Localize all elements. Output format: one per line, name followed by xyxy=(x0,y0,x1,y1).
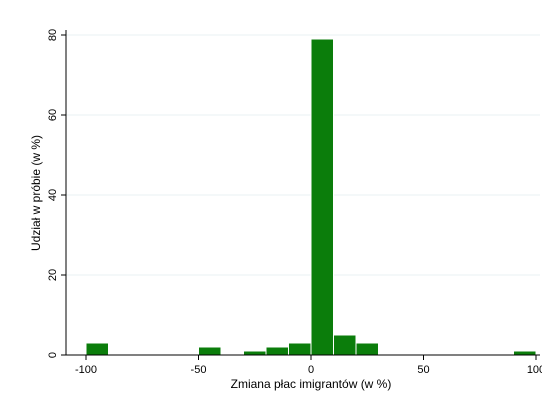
y-tick-label: 0 xyxy=(47,352,59,358)
bar-7 xyxy=(355,342,379,356)
y-tick-label: 40 xyxy=(47,189,59,201)
bar-0 xyxy=(85,342,109,356)
x-tick-label: 50 xyxy=(417,364,429,376)
bar-8 xyxy=(513,350,537,356)
x-axis-title: Zmiana płac imigrantów (w %) xyxy=(231,377,392,391)
bar-5 xyxy=(310,38,334,356)
x-tick-label: 100 xyxy=(527,364,542,376)
y-tick-label: 20 xyxy=(47,269,59,281)
x-axis-ticks: -100 -50 0 50 100 xyxy=(75,355,542,376)
bar-2 xyxy=(243,350,267,356)
bar-4 xyxy=(288,342,312,356)
x-tick-label: 0 xyxy=(308,364,314,376)
bars-group xyxy=(85,38,537,356)
x-tick-label: -100 xyxy=(75,364,97,376)
y-axis-ticks: 0 20 40 60 80 xyxy=(47,29,66,358)
x-tick-label: -50 xyxy=(191,364,207,376)
bar-1 xyxy=(198,346,222,356)
y-tick-label: 80 xyxy=(47,29,59,41)
y-tick-label: 60 xyxy=(47,109,59,121)
grid-lines xyxy=(66,34,540,356)
bar-6 xyxy=(333,334,357,356)
bar-3 xyxy=(265,346,289,356)
y-axis-title: Udział w próbie (w %) xyxy=(29,135,43,251)
